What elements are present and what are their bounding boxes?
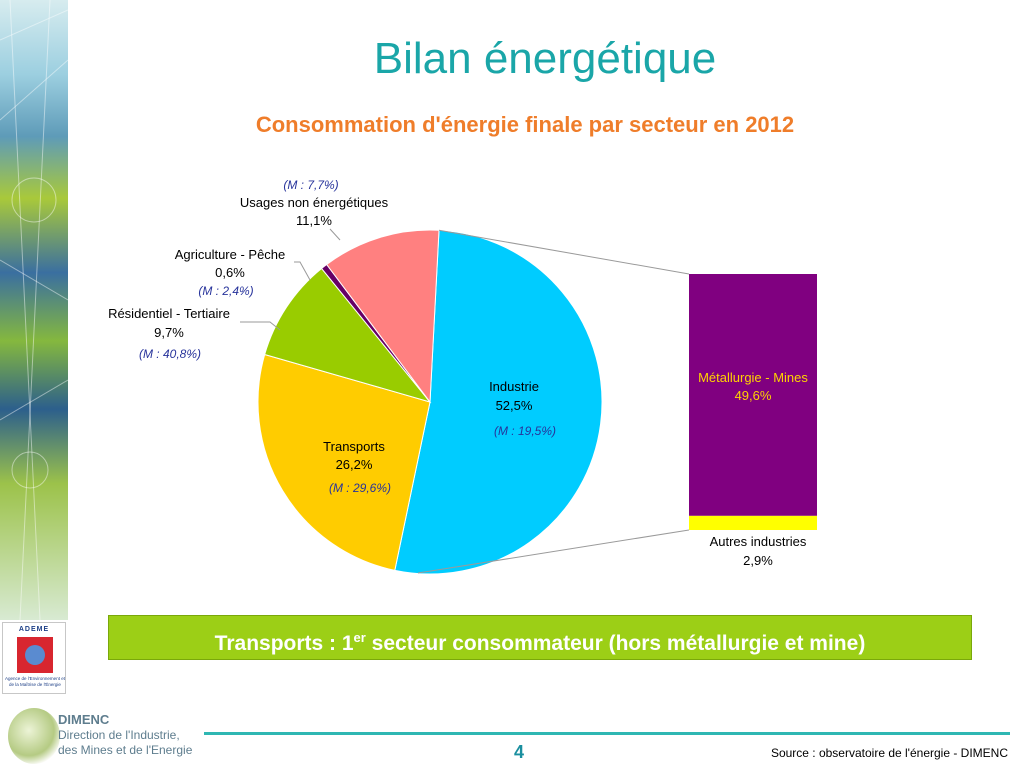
banner-suffix: secteur consommateur (hors métallurgie e… [365,632,866,655]
chart-labels: Usages non énergétiques 11,1% (M : 7,7%) Ag… [108,178,808,568]
pie-slice-usages-non-energetiques [325,229,440,404]
slice-note-industrie: (M : 19,5%) [494,424,556,438]
slice-note-usages-non-energetiques: (M : 7,7%) [283,178,338,192]
slice-label-industrie: Industrie [489,379,539,394]
pie-slice-transports [257,353,431,571]
slice-value-agriculture-peche: 0,6% [215,265,245,280]
bar-segment-metallurgie-mines [689,274,817,516]
page-number: 4 [514,742,525,762]
dimenc-logo-mark [8,708,60,764]
dimenc-logo-line2: des Mines et de l'Energie [58,743,193,757]
banner-prefix: Transports : 1 [214,632,354,655]
slice-label-usages-non-energetiques: Usages non énergétiques [240,195,389,210]
slice-value-usages-non-energetiques: 11,1% [296,213,332,228]
slice-note-agriculture-peche: (M : 2,4%) [198,284,253,298]
slice-value-industrie: 52,5% [496,398,533,413]
connector-bottom [417,529,690,574]
breakdown-bar [689,274,817,530]
bar-value-autres-industries: 2,9% [743,553,773,568]
slice-note-residentiel-tertiaire: (M : 40,8%) [139,347,201,361]
leader-agriculture [294,261,311,281]
slice-value-transports: 26,2% [336,457,373,472]
slide-title: Bilan énergétique [373,34,717,83]
slice-note-transports: (M : 29,6%) [329,481,391,495]
dimenc-logo-line1: Direction de l'Industrie, [58,728,180,742]
ademe-logo-tagline: Agence de l'Environnement et de la Maîtr… [5,676,65,687]
slice-label-transports: Transports [323,439,385,454]
dimenc-logo-name: DIMENC [58,712,110,727]
source-note: Source : observatoire de l'énergie - DIM… [770,746,1008,760]
banner-superscript: er [353,630,366,645]
strip-pattern [0,0,68,620]
bar-label-autres-industries: Autres industries [710,534,807,549]
ademe-logo: ADEME Agence de l'Environnement et de la… [2,622,66,694]
leader-residentiel [240,321,281,331]
bar-label-metallurgie-mines: Métallurgie - Mines [698,370,808,385]
pie-slice-residentiel-tertiaire [264,267,432,403]
bar-segment-autres-industries [689,515,817,530]
ademe-logo-name: ADEME [18,626,50,633]
energy-consumption-chart: Usages non énergétiques 11,1% (M : 7,7%) Ag… [108,178,817,575]
ademe-logo-mark [17,637,53,673]
connector-top [438,229,690,275]
pie-slices [257,229,603,575]
connector-lines [240,228,690,574]
decorative-side-strip [0,0,68,620]
slice-label-agriculture-peche: Agriculture - Pêche [175,247,286,262]
footer-divider [204,732,1010,735]
bar-value-metallurgie-mines: 49,6% [735,388,772,403]
dimenc-logo: DIMENC Direction de l'Industrie, des Min… [4,702,204,766]
chart-title: Consommation d'énergie finale par secteu… [255,112,795,137]
key-message-banner: Transports : 1er secteur consommateur (h… [108,615,972,660]
slice-label-residentiel-tertiaire: Résidentiel - Tertiaire [108,306,230,321]
leader-usages [329,228,341,241]
slice-value-residentiel-tertiaire: 9,7% [154,325,184,340]
pie-slice-industrie [394,229,603,575]
